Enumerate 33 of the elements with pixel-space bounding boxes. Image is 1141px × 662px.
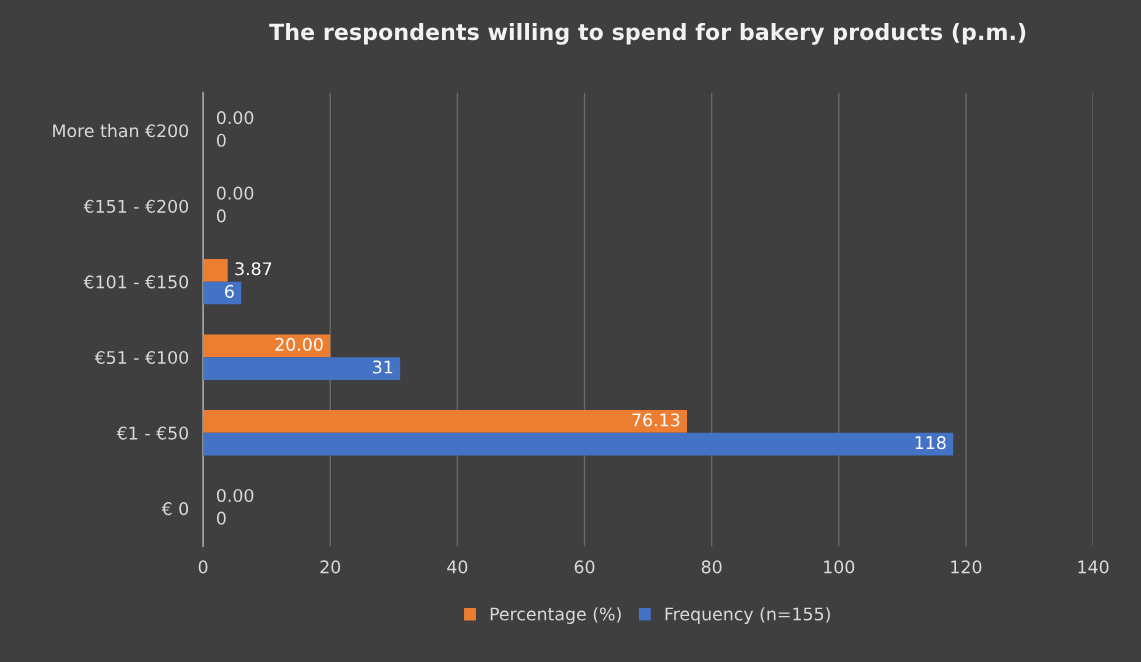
x-tick-label: 40	[447, 560, 468, 574]
y-tick-label: €101 - €150	[83, 275, 189, 289]
y-tick-label: €151 - €200	[83, 199, 189, 213]
data-label: 20.00	[275, 337, 323, 351]
data-label: 31	[373, 360, 393, 374]
y-tick-label: €1 - €50	[116, 426, 189, 440]
data-label: 0.00	[216, 488, 254, 503]
legend-label: Frequency (n=155)	[665, 607, 830, 624]
x-tick-label: 0	[198, 560, 208, 574]
y-tick-label: € 0	[161, 502, 189, 516]
data-label: 0	[216, 511, 226, 525]
legend-label: Percentage (%)	[490, 607, 621, 624]
bar	[203, 258, 228, 282]
data-label: 0	[216, 209, 226, 223]
y-tick-label: More than €200	[53, 123, 189, 138]
x-tick-label: 120	[951, 560, 982, 574]
data-label: 3.87	[235, 262, 272, 276]
y-tick-label: €51 - €100	[94, 350, 189, 365]
data-label: 0.00	[216, 186, 254, 200]
bar	[203, 357, 401, 380]
data-label: 0.00	[216, 111, 254, 125]
bar	[203, 432, 954, 456]
data-label: 118	[915, 436, 946, 450]
x-tick-label: 20	[320, 560, 341, 574]
data-label: 0	[216, 133, 226, 147]
data-label: 76.13	[632, 413, 680, 427]
x-tick-label: 60	[574, 560, 595, 574]
bar	[203, 410, 688, 433]
chart-title: The respondents willing to spend for bakery products (p.m.)	[269, 23, 1026, 45]
data-label: 6	[225, 284, 234, 298]
x-tick-label: 80	[701, 560, 722, 574]
x-tick-label: 100	[824, 560, 855, 574]
x-tick-label: 140	[1078, 560, 1109, 574]
